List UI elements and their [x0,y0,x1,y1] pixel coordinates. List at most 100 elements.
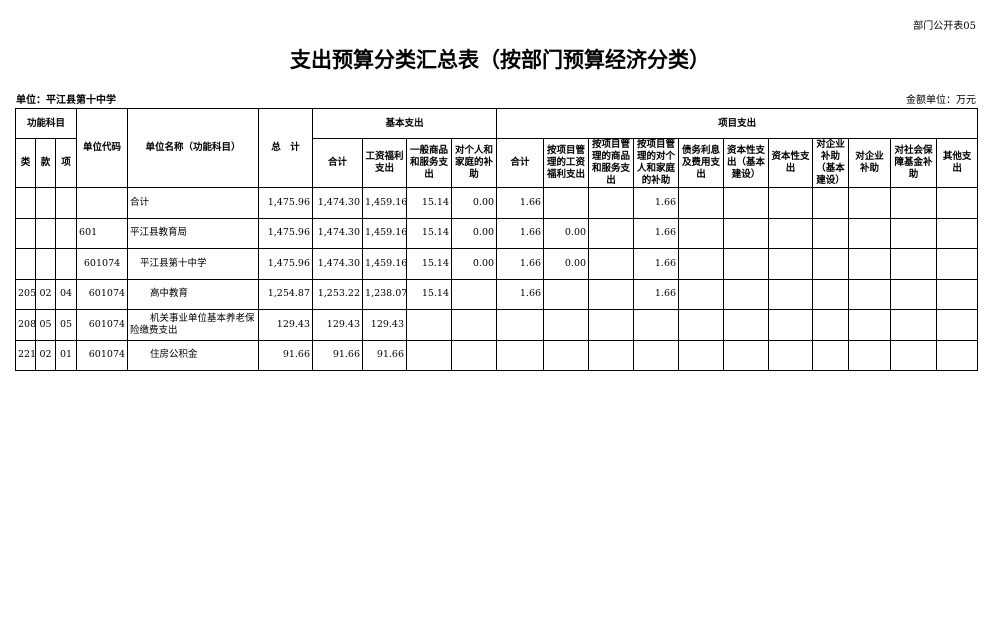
cell-basic: 129.43 [312,309,364,341]
cell-project [678,248,725,280]
header-basic: 基本支出 [312,108,498,139]
cell-total: 1,475.96 [258,217,314,249]
cell-unit-name: 住房公积金 [127,339,260,371]
cell-basic: 15.14 [406,217,453,249]
cell-project [848,248,892,280]
header-project-col: 按项目管理的工资福利支出 [543,138,590,188]
header-kuan: 款 [35,138,56,188]
cell-project [588,187,635,219]
cell-basic: 0.00 [451,187,498,219]
cell-project [812,278,850,310]
cell-project [848,278,892,310]
cell-project [848,187,892,219]
cell-project [496,309,545,341]
cell-project [890,309,938,341]
cell-kuan [35,217,56,249]
cell-lei: 221 [15,339,36,371]
table-code: 部门公开表05 [913,21,976,32]
cell-project [768,339,814,371]
cell-basic: 1,459.16 [362,217,408,249]
header-project-col: 其他支出 [936,138,979,188]
header-project-col: 债务利息及费用支出 [678,138,725,188]
cell-project: 1.66 [496,187,545,219]
cell-project [723,217,770,249]
cell-project [812,339,850,371]
cell-basic [451,339,498,371]
header-unit-code: 单位代码 [76,108,129,188]
cell-basic: 129.43 [362,309,408,341]
table-row: 208 05 05 601074 机关事业单位基本养老保险缴费支出 129.43 129.4… [15,309,979,341]
cell-kuan [35,248,56,280]
cell-project [890,278,938,310]
table-row: 601074 平江县第十中学 1,475.96 1,474.30 1,459.16 15.… [15,248,979,280]
unit-label: 单位：平江县第十中学 [16,95,116,106]
cell-kuan [35,187,56,219]
cell-project [936,339,979,371]
page-title: 支出预算分类汇总表（按部门预算经济分类） [290,48,710,72]
header-total: 总 计 [258,108,314,188]
header-project-col: 合计 [496,138,545,188]
cell-project [543,187,590,219]
cell-project: 1.66 [633,278,680,310]
cell-unit-name: 平江县第十中学 [127,248,260,280]
cell-basic [451,278,498,310]
cell-project [890,187,938,219]
header-project-col: 对企业补助 [848,138,892,188]
cell-basic [451,309,498,341]
cell-total: 129.43 [258,309,314,341]
cell-unit-code: 601 [76,217,129,249]
cell-project [678,339,725,371]
cell-kuan: 02 [35,278,56,310]
cell-basic: 1,238.07 [362,278,408,310]
cell-project [678,217,725,249]
cell-project: 1.66 [496,248,545,280]
cell-xiang: 01 [54,339,78,371]
cell-xiang [54,248,78,280]
cell-project [936,187,979,219]
cell-project [812,309,850,341]
cell-project [496,339,545,371]
cell-xiang [54,187,78,219]
cell-basic: 91.66 [362,339,408,371]
cell-project [633,309,680,341]
cell-unit-code: 601074 [76,278,129,310]
cell-basic [406,309,453,341]
cell-project [768,309,814,341]
cell-project [588,309,635,341]
cell-project [543,339,590,371]
header-lei: 类 [15,138,36,188]
cell-project [678,187,725,219]
cell-project [723,339,770,371]
budget-table: 功能科目 单位代码 单位名称（功能科目） 总 计 基本支出 项目支出 类 款 项… [14,108,979,371]
cell-project [848,309,892,341]
header-basic-col: 工资福利支出 [362,138,408,188]
cell-project [588,217,635,249]
cell-basic [406,339,453,371]
cell-project [633,339,680,371]
cell-xiang [54,217,78,249]
cell-basic: 1,474.30 [312,217,364,249]
cell-project: 0.00 [543,248,590,280]
header-project-col: 对企业补助（基本建设） [812,138,850,188]
cell-project: 1.66 [496,217,545,249]
header-basic-col: 合计 [312,138,364,188]
cell-project [723,248,770,280]
cell-project: 1.66 [633,187,680,219]
cell-project [812,217,850,249]
cell-unit-name: 平江县教育局 [127,217,260,249]
table-row: 221 02 01 601074 住房公积金 91.66 91.66 91.66 [15,339,979,371]
cell-project [890,217,938,249]
cell-basic: 91.66 [312,339,364,371]
cell-basic: 1,253.22 [312,278,364,310]
cell-project [890,339,938,371]
cell-basic: 1,474.30 [312,187,364,219]
cell-unit-code: 601074 [76,248,129,280]
cell-project [936,248,979,280]
cell-project [723,278,770,310]
cell-basic: 0.00 [451,248,498,280]
cell-unit-name: 机关事业单位基本养老保险缴费支出 [127,309,260,341]
cell-basic: 15.14 [406,278,453,310]
cell-project [588,278,635,310]
cell-xiang: 04 [54,278,78,310]
cell-unit-name: 高中教育 [127,278,260,310]
